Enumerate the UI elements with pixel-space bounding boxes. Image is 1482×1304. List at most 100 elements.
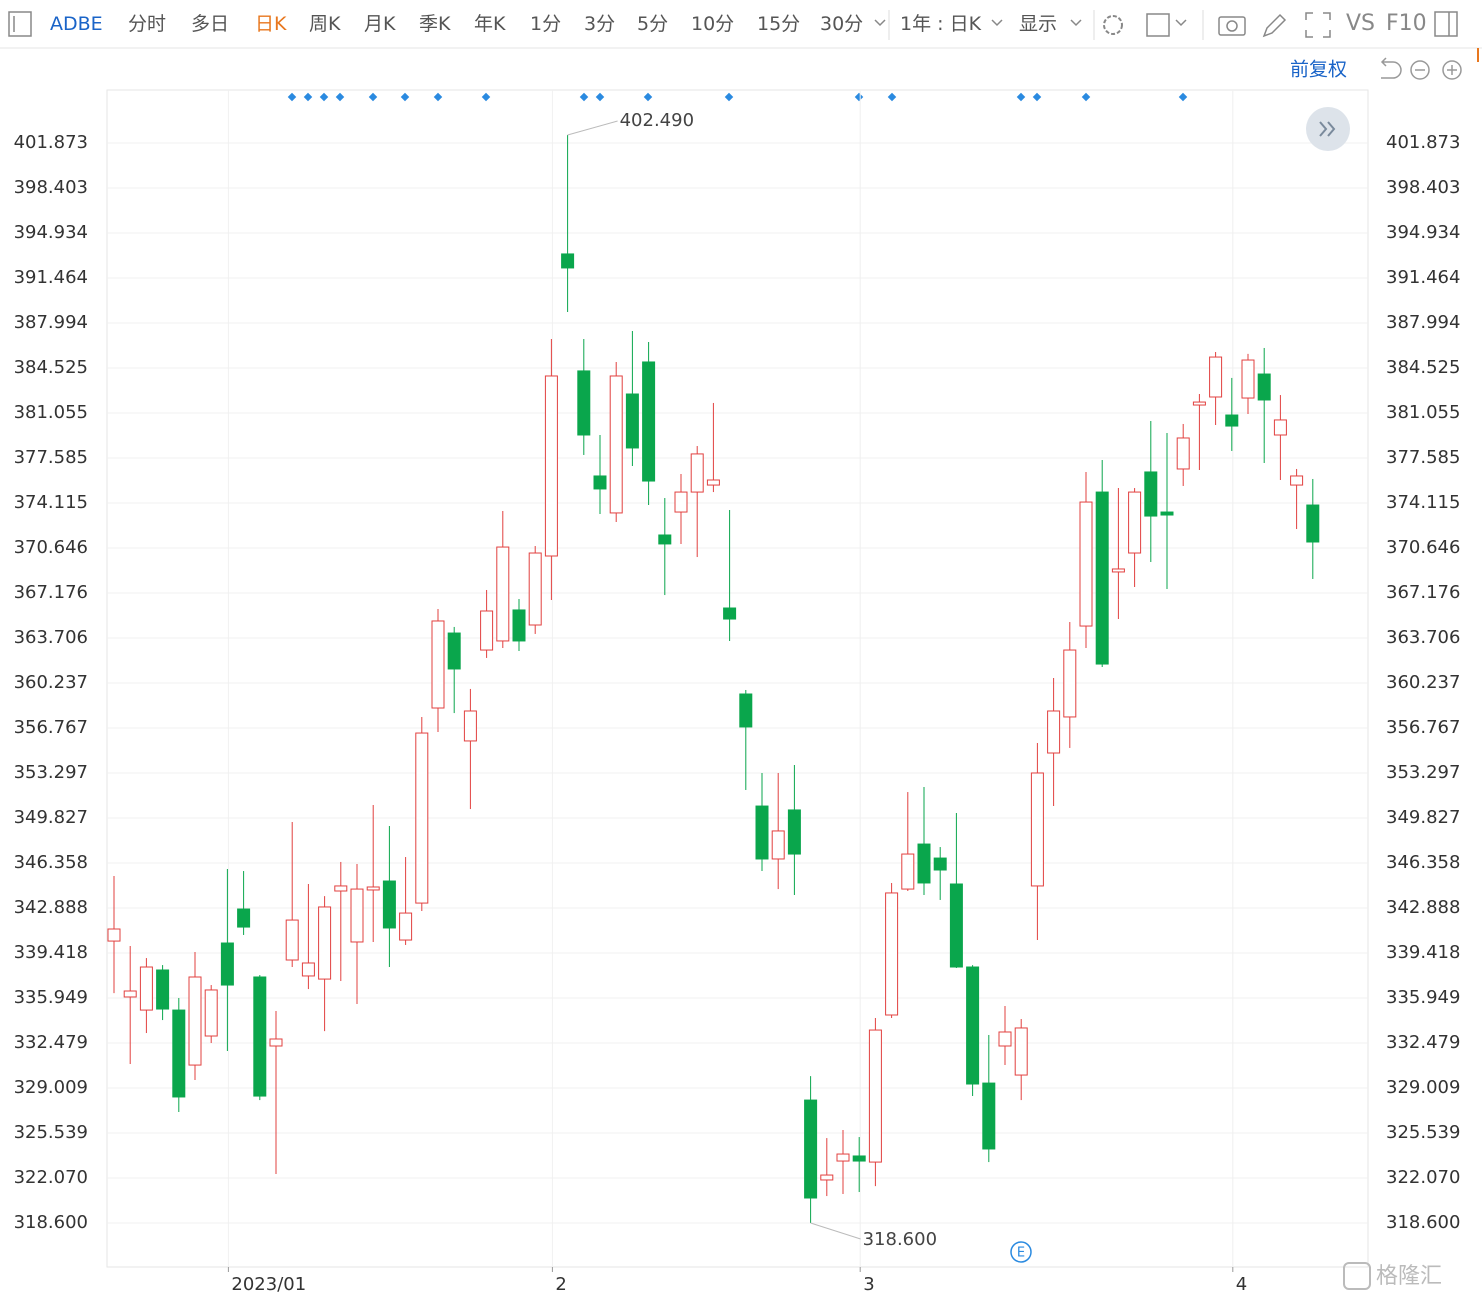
candle-body <box>1160 511 1174 516</box>
y-tick-label: 367.176 <box>14 582 88 603</box>
y2-tick-label: 387.994 <box>1386 312 1460 333</box>
expand-button[interactable] <box>1306 107 1350 151</box>
candle-body <box>172 1009 186 1098</box>
event-marker <box>1178 92 1188 102</box>
candle-body <box>204 989 218 1037</box>
display-select[interactable]: 显示 <box>1019 13 1058 35</box>
y2-tick-label: 391.464 <box>1386 267 1460 288</box>
period-tab[interactable]: 5分 <box>637 13 669 35</box>
range-select[interactable]: 1年 : 日K <box>900 13 982 35</box>
candle-body <box>690 453 704 493</box>
y2-tick-label: 384.525 <box>1386 357 1460 378</box>
event-icon[interactable] <box>1010 1241 1032 1263</box>
event-marker <box>303 92 313 102</box>
period-tab[interactable]: 1分 <box>530 13 562 35</box>
event-marker <box>854 92 864 102</box>
candle-body <box>1290 475 1304 486</box>
y-tick-label: 384.525 <box>14 357 88 378</box>
y2-tick-label: 374.115 <box>1386 492 1460 513</box>
event-marker <box>481 92 491 102</box>
candle-body <box>1047 710 1061 754</box>
y-tick-label: 401.873 <box>14 132 88 153</box>
candle-body <box>512 609 526 642</box>
panel-icon[interactable] <box>1434 11 1458 37</box>
candle-body <box>188 976 202 1066</box>
period-tab[interactable]: 周K <box>309 13 341 35</box>
candle-body <box>1079 501 1093 627</box>
candle-body <box>253 976 267 1097</box>
undo-icon[interactable] <box>1380 57 1402 79</box>
candle-body <box>917 843 931 884</box>
period-tab[interactable]: 3分 <box>584 13 616 35</box>
period-tab[interactable]: 30分 <box>820 13 864 35</box>
candle-body <box>1014 1027 1028 1076</box>
symbol[interactable]: ADBE <box>50 13 103 35</box>
y2-tick-label: 325.539 <box>1386 1122 1460 1143</box>
y-tick-label: 342.888 <box>14 897 88 918</box>
candle-body <box>966 966 980 1085</box>
menu-icon[interactable] <box>8 11 32 37</box>
high-leader <box>567 120 618 136</box>
shape-icon[interactable] <box>1146 13 1170 37</box>
candle-body <box>836 1153 850 1162</box>
candle-body <box>366 886 380 891</box>
candle-body <box>593 475 607 490</box>
candle-body <box>1209 356 1223 398</box>
y2-tick-label: 349.827 <box>1386 807 1460 828</box>
plot-area <box>106 89 1369 1268</box>
candle-body <box>463 710 477 742</box>
candle-body <box>933 857 947 871</box>
candle-body <box>156 969 170 1010</box>
x-tick-label: 2023/01 <box>231 1274 306 1295</box>
period-tab[interactable]: 季K <box>419 13 451 35</box>
y2-tick-label: 356.767 <box>1386 717 1460 738</box>
zoom-out-icon[interactable] <box>1410 60 1430 80</box>
y-tick-label: 335.949 <box>14 987 88 1008</box>
period-tab[interactable]: 日K <box>255 13 287 35</box>
candle-body <box>301 962 315 977</box>
zoom-in-icon[interactable] <box>1442 60 1462 80</box>
candle-body <box>982 1082 996 1150</box>
y-tick-label: 329.009 <box>14 1077 88 1098</box>
candle-body <box>642 361 656 482</box>
candle-body <box>318 906 332 980</box>
period-tab[interactable]: 10分 <box>691 13 735 35</box>
candle-body <box>415 732 429 904</box>
period-tab[interactable]: 月K <box>364 13 396 35</box>
candle-body <box>868 1029 882 1163</box>
y2-tick-label: 318.600 <box>1386 1212 1460 1233</box>
y-tick-label: 381.055 <box>14 402 88 423</box>
candle-body <box>820 1174 834 1181</box>
settings-icon[interactable] <box>1103 15 1123 35</box>
adjust-button[interactable]: 前复权 <box>1290 59 1347 81</box>
candle-body <box>447 632 461 670</box>
candle-body <box>674 491 688 513</box>
vs-button[interactable]: VS <box>1346 11 1376 36</box>
candle-body <box>107 928 121 942</box>
camera-icon[interactable] <box>1218 16 1246 36</box>
y-tick-label: 398.403 <box>14 177 88 198</box>
event-marker <box>368 92 378 102</box>
camera-icon <box>1226 20 1238 32</box>
fullscreen-icon[interactable] <box>1305 12 1331 38</box>
candle-body <box>1176 437 1190 470</box>
candle-body <box>269 1038 283 1047</box>
f10-button[interactable]: F10 <box>1386 11 1427 36</box>
period-tab[interactable]: 分时 <box>128 13 167 35</box>
event-marker <box>643 92 653 102</box>
y2-tick-label: 353.297 <box>1386 762 1460 783</box>
candle-body <box>609 375 623 514</box>
candle-body <box>1030 772 1044 887</box>
event-marker <box>724 92 734 102</box>
candle-body <box>480 610 494 651</box>
period-tab[interactable]: 年K <box>474 13 506 35</box>
candle-body <box>658 534 672 545</box>
candle-body <box>577 370 591 436</box>
y2-tick-label: 342.888 <box>1386 897 1460 918</box>
event-marker <box>1016 92 1026 102</box>
period-tab[interactable]: 多日 <box>191 13 230 35</box>
x-tick-label: 3 <box>863 1274 874 1295</box>
pen-icon[interactable] <box>1262 13 1287 38</box>
period-tab[interactable]: 15分 <box>757 13 801 35</box>
